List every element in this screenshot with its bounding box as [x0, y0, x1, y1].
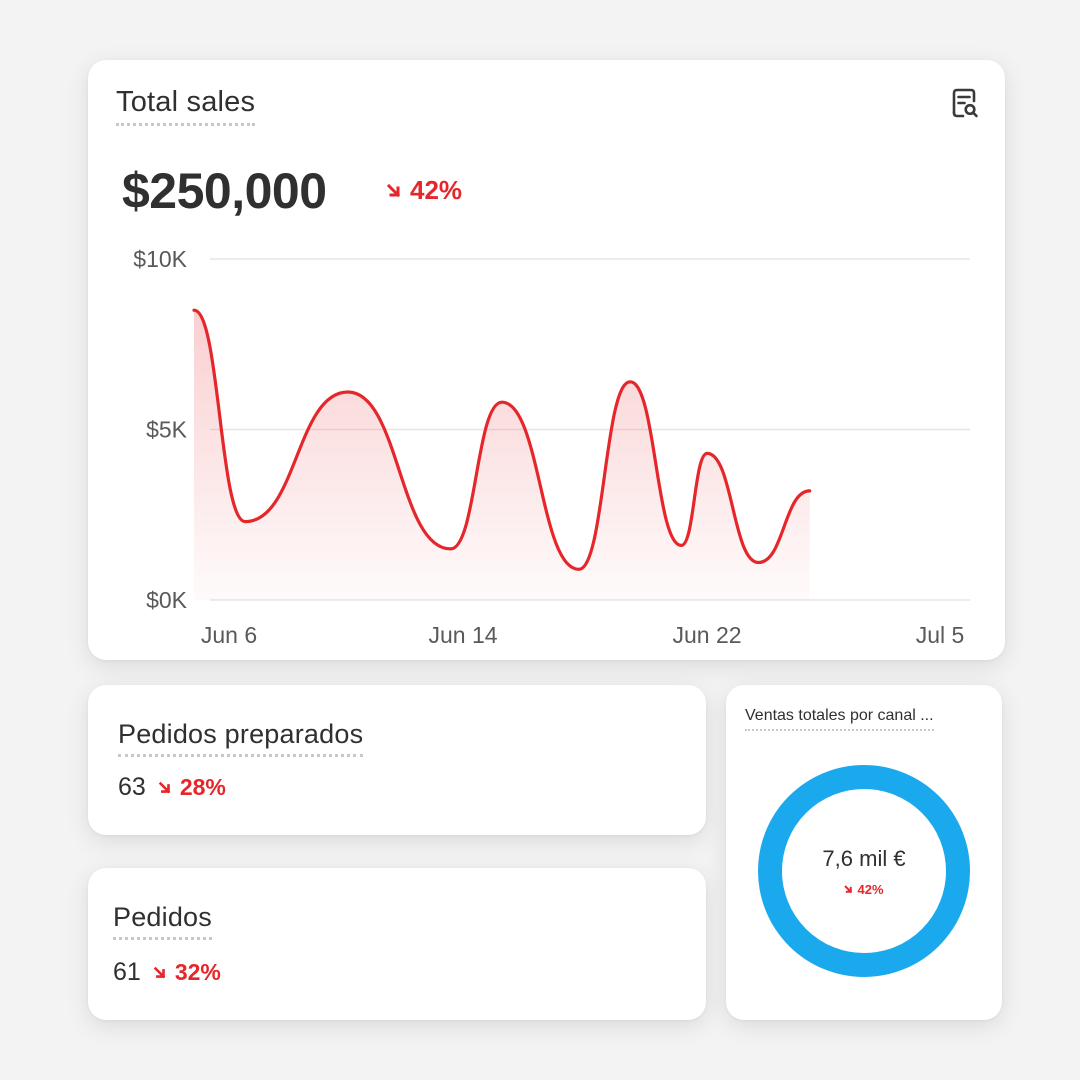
donut-ring [758, 765, 970, 977]
orders-title[interactable]: Pedidos [113, 902, 212, 940]
prepared-orders-card: Pedidos preparados 63 28% [88, 685, 706, 835]
donut-center-value: 7,6 mil € [822, 845, 906, 871]
donut-center: 7,6 mil € 42% [756, 763, 972, 979]
prepared-orders-delta: 28% [158, 774, 226, 801]
total-sales-delta-value: 42% [410, 175, 463, 205]
arrow-down-right-icon [158, 781, 171, 793]
x-tick-label: Jun 14 [428, 622, 497, 648]
x-tick-label: Jul 5 [916, 622, 965, 648]
orders-metric: 61 32% [113, 958, 221, 987]
total-sales-card: $10K $5K $0K Jun 6 Jun 14 Jun 22 Jul 5 Total … [88, 60, 1005, 660]
arrow-down-right-icon [844, 884, 853, 893]
donut-delta-value: 42% [857, 881, 884, 897]
orders-delta-value: 32% [174, 959, 221, 985]
sales-chart: $10K $5K $0K Jun 6 Jun 14 Jun 22 Jul 5 [133, 246, 970, 648]
prepared-orders-title[interactable]: Pedidos preparados [118, 719, 364, 757]
sales-area [194, 310, 810, 600]
prepared-orders-metric: 63 28% [118, 773, 226, 802]
arrow-down-right-icon [153, 966, 166, 978]
x-axis-labels: Jun 6 Jun 14 Jun 22 Jul 5 [201, 622, 964, 648]
y-tick-label: $10K [133, 246, 187, 272]
total-sales-value: $250,000 [122, 163, 327, 219]
report-search-icon[interactable] [946, 86, 982, 122]
prepared-orders-value: 63 [118, 773, 146, 801]
x-tick-label: Jun 6 [201, 622, 257, 648]
donut-delta: 42% [844, 881, 884, 897]
sales-by-channel-title[interactable]: Ventas totales por canal ... [745, 707, 934, 731]
orders-delta: 32% [153, 959, 221, 986]
total-sales-delta: 42% [386, 175, 462, 206]
total-sales-title[interactable]: Total sales [116, 86, 256, 126]
sales-by-channel-card: Ventas totales por canal ... 7,6 mil € 4… [726, 685, 1002, 1020]
arrow-down-right-icon [386, 183, 401, 197]
orders-value: 61 [113, 958, 141, 986]
orders-card: Pedidos 61 32% [88, 868, 706, 1020]
y-tick-label: $0K [146, 587, 188, 613]
prepared-orders-delta-value: 28% [179, 774, 226, 800]
y-axis-labels: $10K $5K $0K [133, 246, 187, 613]
sales-line [192, 308, 812, 571]
y-tick-label: $5K [146, 417, 188, 443]
x-tick-label: Jun 22 [672, 622, 741, 648]
sales-by-channel-donut [758, 765, 970, 977]
